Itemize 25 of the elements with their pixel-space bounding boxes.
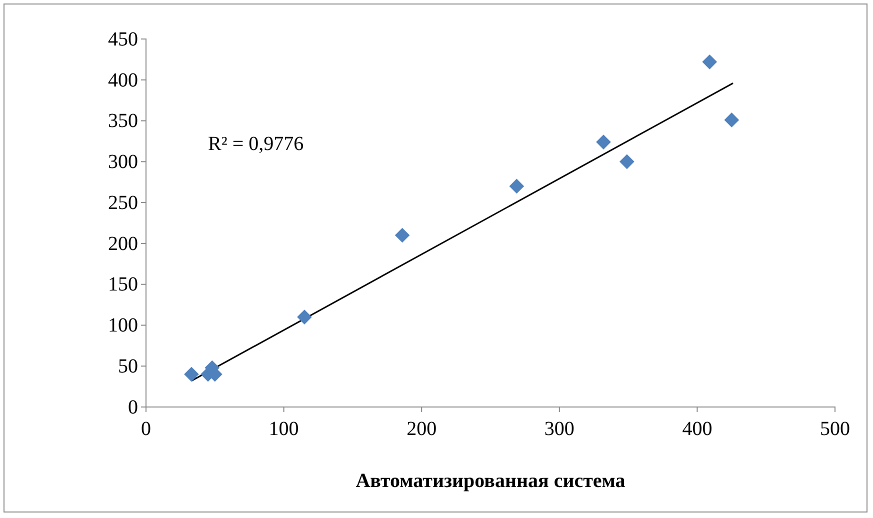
x-tick-label: 500 (820, 418, 850, 440)
point (394, 228, 410, 243)
y-tick-label: 400 (108, 69, 138, 92)
annotation: R² = 0,9776 (208, 133, 304, 155)
y-tick-label: 50 (118, 356, 138, 378)
y-tick-label: 250 (108, 192, 138, 214)
y-tick-label: 100 (108, 314, 138, 337)
x-tick-label: 100 (268, 418, 299, 440)
y-tick-label: 450 (108, 28, 138, 50)
point (702, 54, 718, 70)
x-tick-label: 200 (406, 418, 437, 440)
y-tick-label: 350 (108, 110, 138, 132)
point (620, 154, 634, 170)
point (596, 134, 611, 150)
x-tick-label: 300 (544, 418, 574, 440)
x-axis-title: Автоматизированная система (356, 470, 626, 492)
y-tick-label: 300 (108, 151, 138, 174)
y-tick-label: 0 (128, 396, 138, 418)
point (724, 112, 740, 128)
point (184, 366, 199, 382)
y-tick-label: 150 (108, 274, 138, 296)
point (509, 178, 524, 194)
x-tick-label: 400 (682, 418, 712, 440)
point (297, 310, 312, 324)
y-tick-label: 200 (108, 232, 138, 255)
